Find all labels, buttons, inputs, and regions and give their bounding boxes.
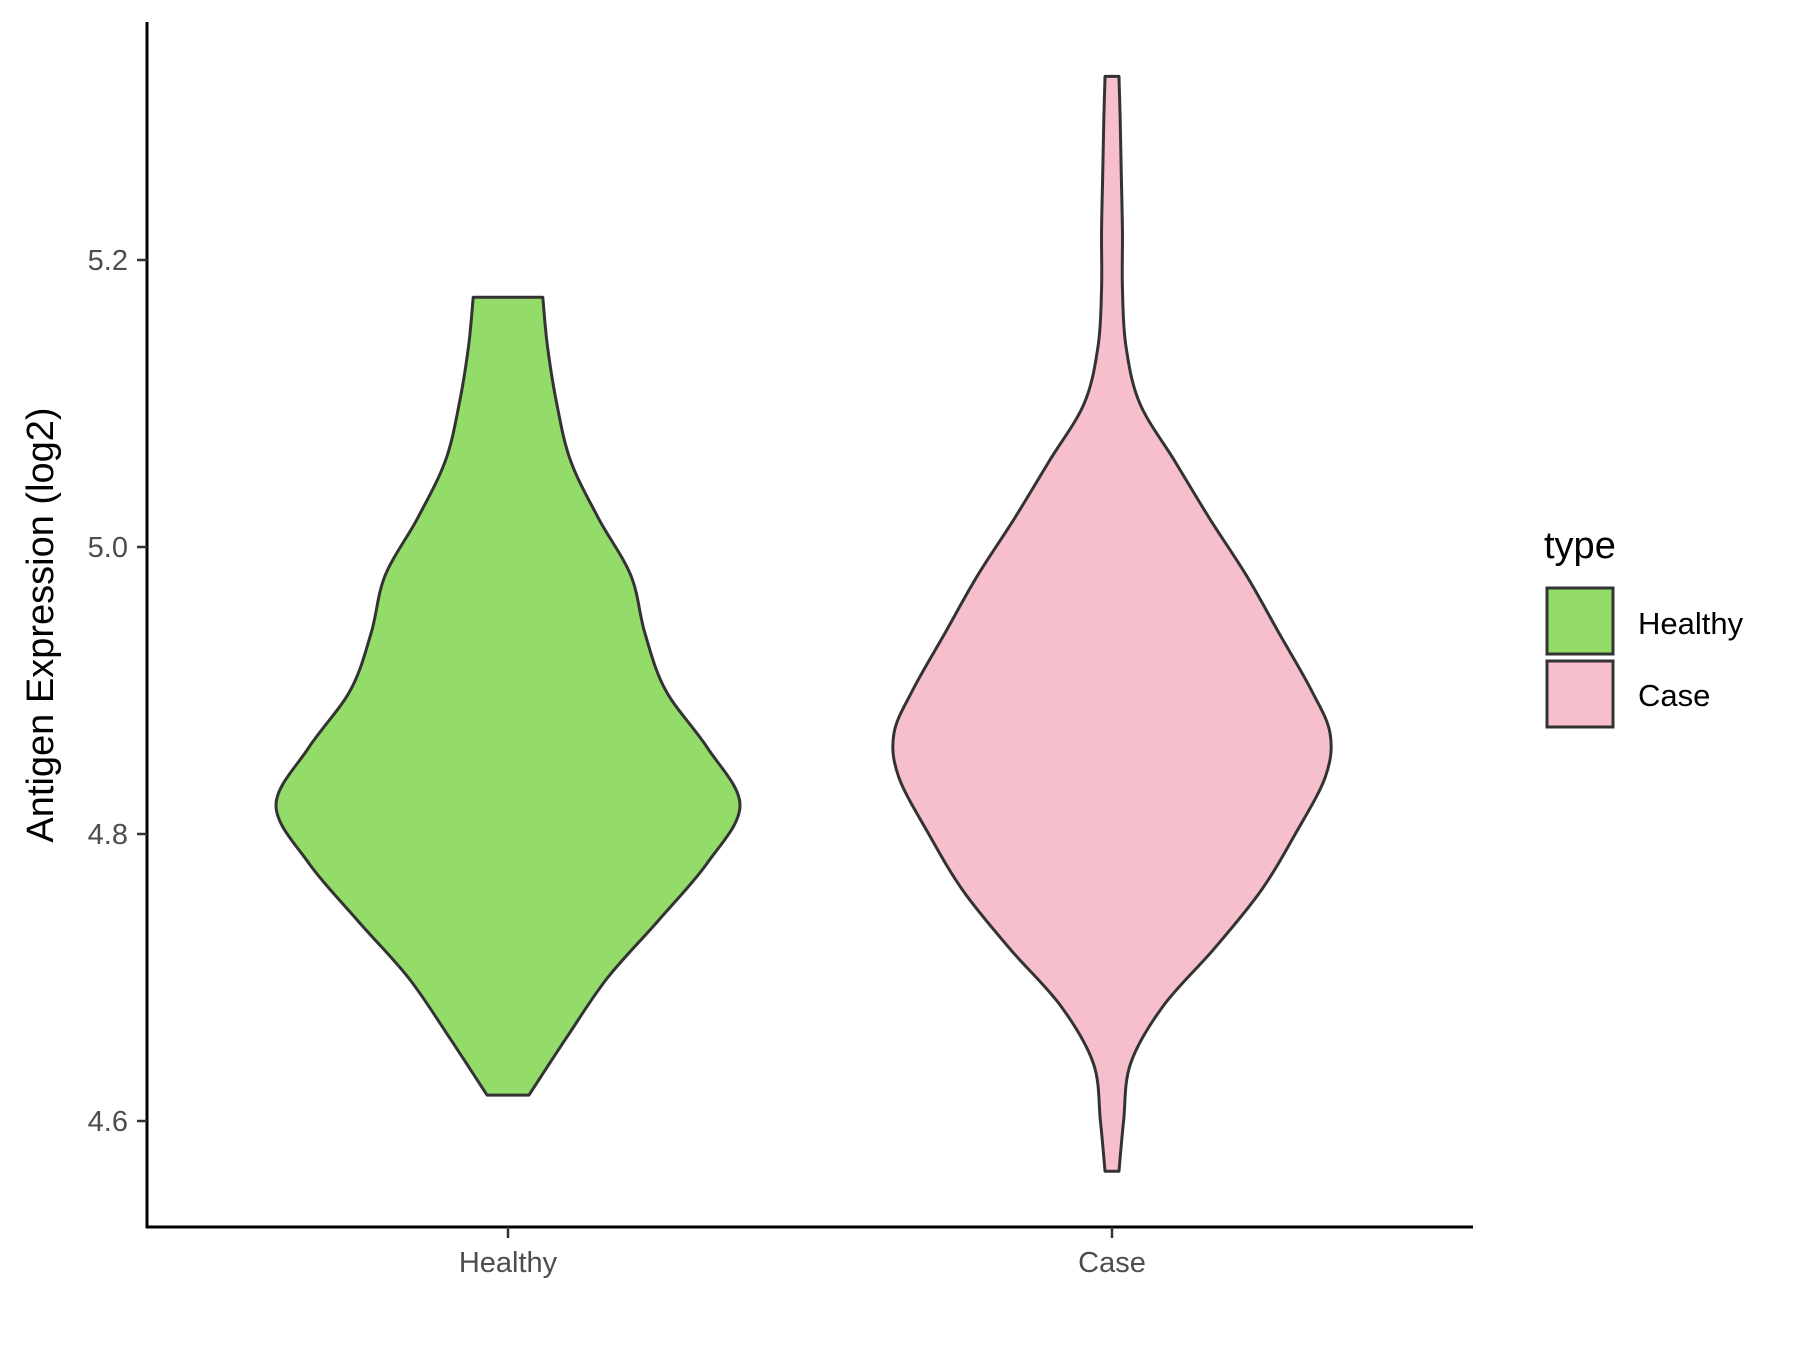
y-tick-label: 5.2 — [88, 245, 128, 277]
y-tick-label: 4.6 — [88, 1106, 128, 1138]
x-ticks: Healthy Case — [459, 1227, 1146, 1279]
y-axis-title: Antigen Expression (log2) — [20, 407, 62, 842]
legend: type Healthy Case — [1544, 525, 1744, 729]
legend-key-healthy — [1545, 586, 1615, 656]
legend-title: type — [1544, 525, 1616, 567]
legend-key-case — [1545, 659, 1615, 729]
x-tick-label-healthy: Healthy — [459, 1247, 558, 1279]
y-ticks: 4.6 4.8 5.0 5.2 — [88, 245, 147, 1138]
legend-label-case: Case — [1638, 678, 1710, 713]
x-tick-label-case: Case — [1078, 1247, 1146, 1279]
violin-case — [891, 74, 1333, 1173]
y-tick-label: 5.0 — [88, 532, 128, 564]
y-tick-label: 4.8 — [88, 819, 128, 851]
violin-layer — [274, 74, 1333, 1173]
legend-label-healthy: Healthy — [1638, 606, 1744, 641]
violin-healthy — [274, 295, 742, 1097]
